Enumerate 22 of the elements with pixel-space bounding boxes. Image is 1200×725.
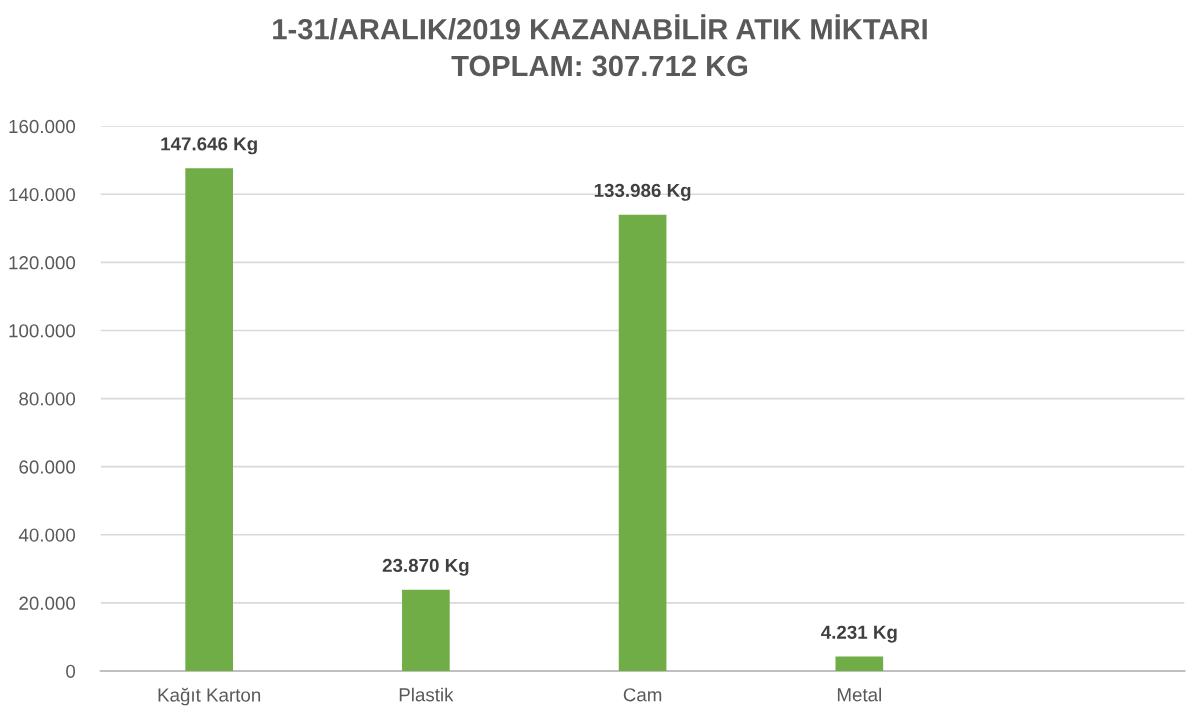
y-tick-label: 80.000 (19, 392, 76, 406)
bar (185, 168, 233, 671)
y-tick-label: 160.000 (9, 119, 76, 134)
data-label: 147.646 Kg (161, 137, 257, 155)
y-tick-label: 140.000 (9, 187, 76, 202)
chart-title: 1-31/ARALIK/2019 KAZANABİLİR ATIK MİKTARI TOPLAM: 307.712 KG (273, 14, 927, 77)
y-tick-label: 40.000 (18, 528, 76, 542)
bar (618, 214, 667, 671)
x-tick-label: Metal (837, 687, 881, 702)
y-tick-label: 100.000 (9, 324, 76, 338)
bar (402, 589, 450, 671)
x-tick-label: Cam (623, 688, 662, 702)
x-tick-label: Plastik (399, 687, 454, 702)
y-tick-label: 20.000 (19, 596, 76, 610)
y-tick-label: 120.000 (9, 256, 76, 270)
data-label: 4.231 Kg (821, 625, 897, 643)
data-label: 133.986 Kg (594, 183, 691, 201)
bar (835, 656, 884, 671)
y-tick-label: 60.000 (19, 460, 76, 474)
data-label: 23.870 Kg (382, 558, 469, 576)
x-tick-label: Kağıt Karton (158, 687, 261, 706)
y-tick-label: 0 (66, 664, 76, 678)
